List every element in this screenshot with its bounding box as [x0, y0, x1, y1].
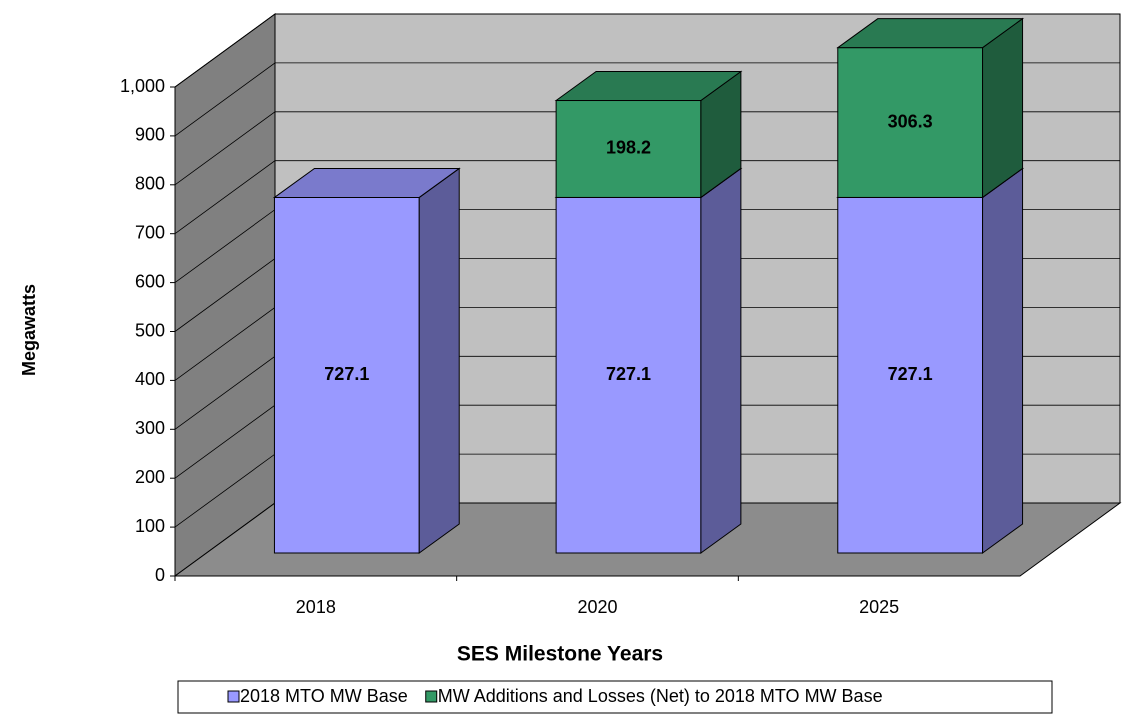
bar [837, 196, 984, 554]
y-tick-label: 800 [135, 174, 165, 194]
bar-side [700, 167, 742, 554]
y-tick-label: 0 [155, 565, 165, 585]
y-tick-label: 1,000 [120, 76, 165, 96]
data-label: 727.1 [606, 364, 651, 384]
y-tick-label: 700 [135, 222, 165, 242]
bar-side [982, 17, 1024, 199]
bar-top [836, 18, 1025, 49]
x-axis-title: SES Milestone Years [457, 643, 663, 666]
y-tick-label: 400 [135, 369, 165, 389]
y-tick-label: 300 [135, 418, 165, 438]
bar-side [982, 167, 1024, 554]
legend-items: 2018 MTO MW Base MW Additions and Losses … [227, 686, 883, 706]
legend-swatch [425, 690, 438, 703]
x-tick-label: 2020 [577, 597, 617, 617]
y-tick-label: 200 [135, 467, 165, 487]
y-tick-label: 900 [135, 125, 165, 145]
bar-top [554, 71, 743, 102]
bar [555, 196, 702, 554]
legend-swatch [227, 690, 240, 703]
x-tick-label: 2025 [859, 597, 899, 617]
data-label: 727.1 [888, 364, 933, 384]
legend-label: MW Additions and Losses (Net) to 2018 MT… [438, 686, 883, 706]
x-tick-label: 2018 [296, 597, 336, 617]
y-axis-title: Megawatts [19, 284, 39, 376]
data-label: 306.3 [888, 111, 933, 131]
legend-label: 2018 MTO MW Base [240, 686, 408, 706]
legend [177, 680, 1053, 714]
bar [273, 196, 420, 554]
bar [555, 100, 702, 198]
data-label: 198.2 [606, 138, 651, 158]
data-label: 727.1 [324, 364, 369, 384]
y-tick-label: 500 [135, 320, 165, 340]
bars: 727.1 727.1 198.2 727.1 306.3 [272, 17, 1025, 554]
y-tick-label: 100 [135, 516, 165, 536]
y-tick-label: 600 [135, 271, 165, 291]
grid-line [174, 13, 1120, 88]
bar-top [272, 167, 461, 198]
bar-side [418, 167, 460, 554]
